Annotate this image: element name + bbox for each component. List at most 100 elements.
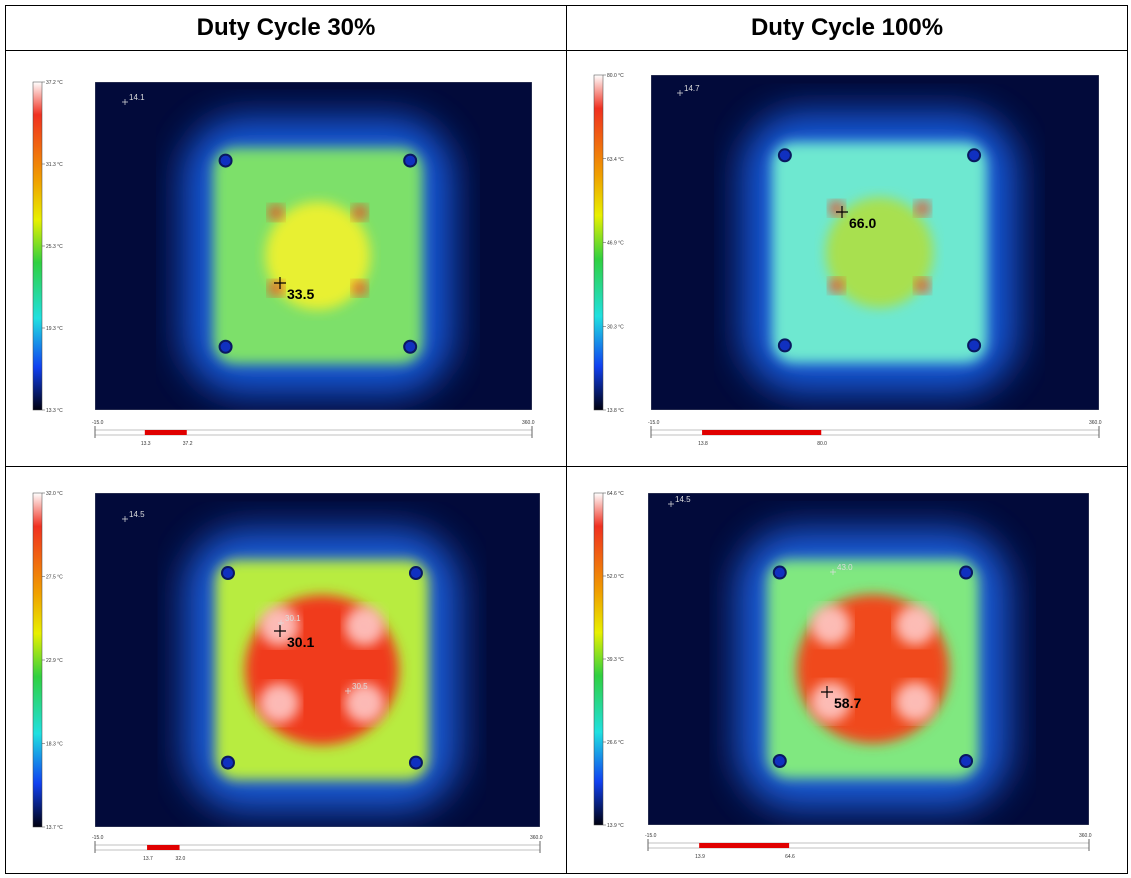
hotspot <box>895 605 935 645</box>
colorbar-label: 30.3 °C <box>607 324 624 330</box>
hotspot <box>352 205 368 221</box>
mount-hole <box>779 339 791 351</box>
row: 32.0 °C 27.5 °C 22.9 °C 18.3 °C 13.7 °C 14.5 3… <box>6 467 1128 874</box>
colorbar <box>594 75 603 410</box>
scale-min: -15.0 <box>648 420 660 426</box>
colorbar-label: 37.2 °C <box>46 80 63 86</box>
colorbar-label: 19.3 °C <box>46 326 63 332</box>
scale-max: 360.0 <box>522 420 535 426</box>
scale-min: -15.0 <box>92 835 104 841</box>
colorbar <box>594 493 603 825</box>
spot-label: 43.0 <box>837 563 853 572</box>
scale-max: 360.0 <box>1089 420 1102 426</box>
spot-label: 66.0 <box>849 215 876 231</box>
spot-label: 58.7 <box>834 695 861 711</box>
thermal-panel: 80.0 °C63.4 °C46.9 °C30.3 °C13.8 °C14.76… <box>567 51 1127 466</box>
mount-hole <box>774 755 786 767</box>
figure-table: Duty Cycle 30% Duty Cycle 100% 37.2 °C 31… <box>5 5 1128 874</box>
range-low: 13.7 <box>143 856 153 862</box>
spot-label: 30.1 <box>287 634 314 650</box>
hotspot <box>345 606 385 646</box>
hotspot <box>895 682 935 722</box>
colorbar-label: 13.8 °C <box>607 408 624 414</box>
mount-hole <box>960 567 972 579</box>
range-high: 32.0 <box>176 856 186 862</box>
thermal-image <box>651 75 1099 410</box>
mount-hole <box>220 341 232 353</box>
hotspot <box>811 605 851 645</box>
colorbar-label: 26.6 °C <box>607 740 624 746</box>
mount-hole <box>410 567 422 579</box>
thermal-image <box>648 493 1089 825</box>
spot-label: 14.7 <box>684 84 700 93</box>
thermal-image <box>95 82 532 410</box>
column-header: Duty Cycle 30% <box>6 6 567 51</box>
colorbar-label: 13.3 °C <box>46 408 63 414</box>
colorbar-label: 13.7 °C <box>46 825 63 831</box>
range-low: 13.3 <box>141 441 151 447</box>
colorbar-label: 18.3 °C <box>46 742 63 748</box>
mount-hole <box>220 155 232 167</box>
mount-hole <box>410 757 422 769</box>
range-bar <box>699 843 789 848</box>
range-bar <box>145 430 187 435</box>
header-row: Duty Cycle 30% Duty Cycle 100% <box>6 6 1128 51</box>
colorbar-label: 27.5 °C <box>46 575 63 581</box>
scale-max: 360.0 <box>530 835 543 841</box>
mount-hole <box>404 341 416 353</box>
colorbar-label: 64.6 °C <box>607 491 624 497</box>
hotspot <box>828 278 844 294</box>
thermal-panel: 32.0 °C 27.5 °C 22.9 °C 18.3 °C 13.7 °C 14.5 3… <box>6 467 566 873</box>
hotspot <box>914 200 930 216</box>
mount-hole <box>404 155 416 167</box>
spot-label: 30.5 <box>352 682 368 691</box>
colorbar-label: 52.0 °C <box>607 574 624 580</box>
cell: 32.0 °C 27.5 °C 22.9 °C 18.3 °C 13.7 °C 14.5 3… <box>6 467 567 874</box>
cell: 64.6 °C 52.0 °C 39.3 °C 26.6 °C 13.9 °C 14.5 4… <box>567 467 1128 874</box>
colorbar-label: 39.3 °C <box>607 657 624 663</box>
range-bar <box>702 430 821 435</box>
colorbar-label: 13.9 °C <box>607 823 624 829</box>
range-low: 13.9 <box>695 854 705 860</box>
colorbar-label: 22.9 °C <box>46 658 63 664</box>
range-low: 13.8 <box>698 441 708 447</box>
cell: 37.2 °C 31.3 °C 25.3 °C 19.3 °C 13.3 °C 14.1 3… <box>6 51 567 467</box>
mount-hole <box>774 567 786 579</box>
range-high: 64.6 <box>785 854 795 860</box>
scale-max: 360.0 <box>1079 833 1092 839</box>
hotspot <box>914 278 930 294</box>
hotspot <box>259 683 299 723</box>
range-bar <box>147 845 179 850</box>
thermal-panel: 37.2 °C 31.3 °C 25.3 °C 19.3 °C 13.3 °C 14.1 3… <box>6 51 566 466</box>
thermal-panel: 64.6 °C 52.0 °C 39.3 °C 26.6 °C 13.9 °C 14.5 4… <box>567 467 1127 873</box>
range-high: 37.2 <box>183 441 193 447</box>
colorbar-label: 25.3 °C <box>46 244 63 250</box>
page: Duty Cycle 30% Duty Cycle 100% 37.2 °C 31… <box>0 0 1131 878</box>
column-header: Duty Cycle 100% <box>567 6 1128 51</box>
colorbar-label: 31.3 °C <box>46 162 63 168</box>
range-high: 80.0 <box>817 441 827 447</box>
hotspot <box>268 205 284 221</box>
colorbar <box>33 493 42 827</box>
row: 37.2 °C 31.3 °C 25.3 °C 19.3 °C 13.3 °C 14.1 3… <box>6 51 1128 467</box>
mount-hole <box>779 149 791 161</box>
spot-label: 14.5 <box>675 495 691 504</box>
scale-min: -15.0 <box>92 420 104 426</box>
spot-label: 33.5 <box>287 286 314 302</box>
mount-hole <box>960 755 972 767</box>
mount-hole <box>222 757 234 769</box>
thermal-image <box>95 493 540 827</box>
colorbar-label: 32.0 °C <box>46 491 63 497</box>
mount-hole <box>968 149 980 161</box>
colorbar-label: 80.0 °C <box>607 73 624 79</box>
spot-label: 30.1 <box>285 614 301 623</box>
colorbar-label: 63.4 °C <box>607 157 624 163</box>
colorbar <box>33 82 42 410</box>
scale-min: -15.0 <box>645 833 657 839</box>
mount-hole <box>222 567 234 579</box>
spot-label: 14.1 <box>129 93 145 102</box>
hotspot <box>352 280 368 296</box>
spot-label: 14.5 <box>129 510 145 519</box>
mount-hole <box>968 339 980 351</box>
